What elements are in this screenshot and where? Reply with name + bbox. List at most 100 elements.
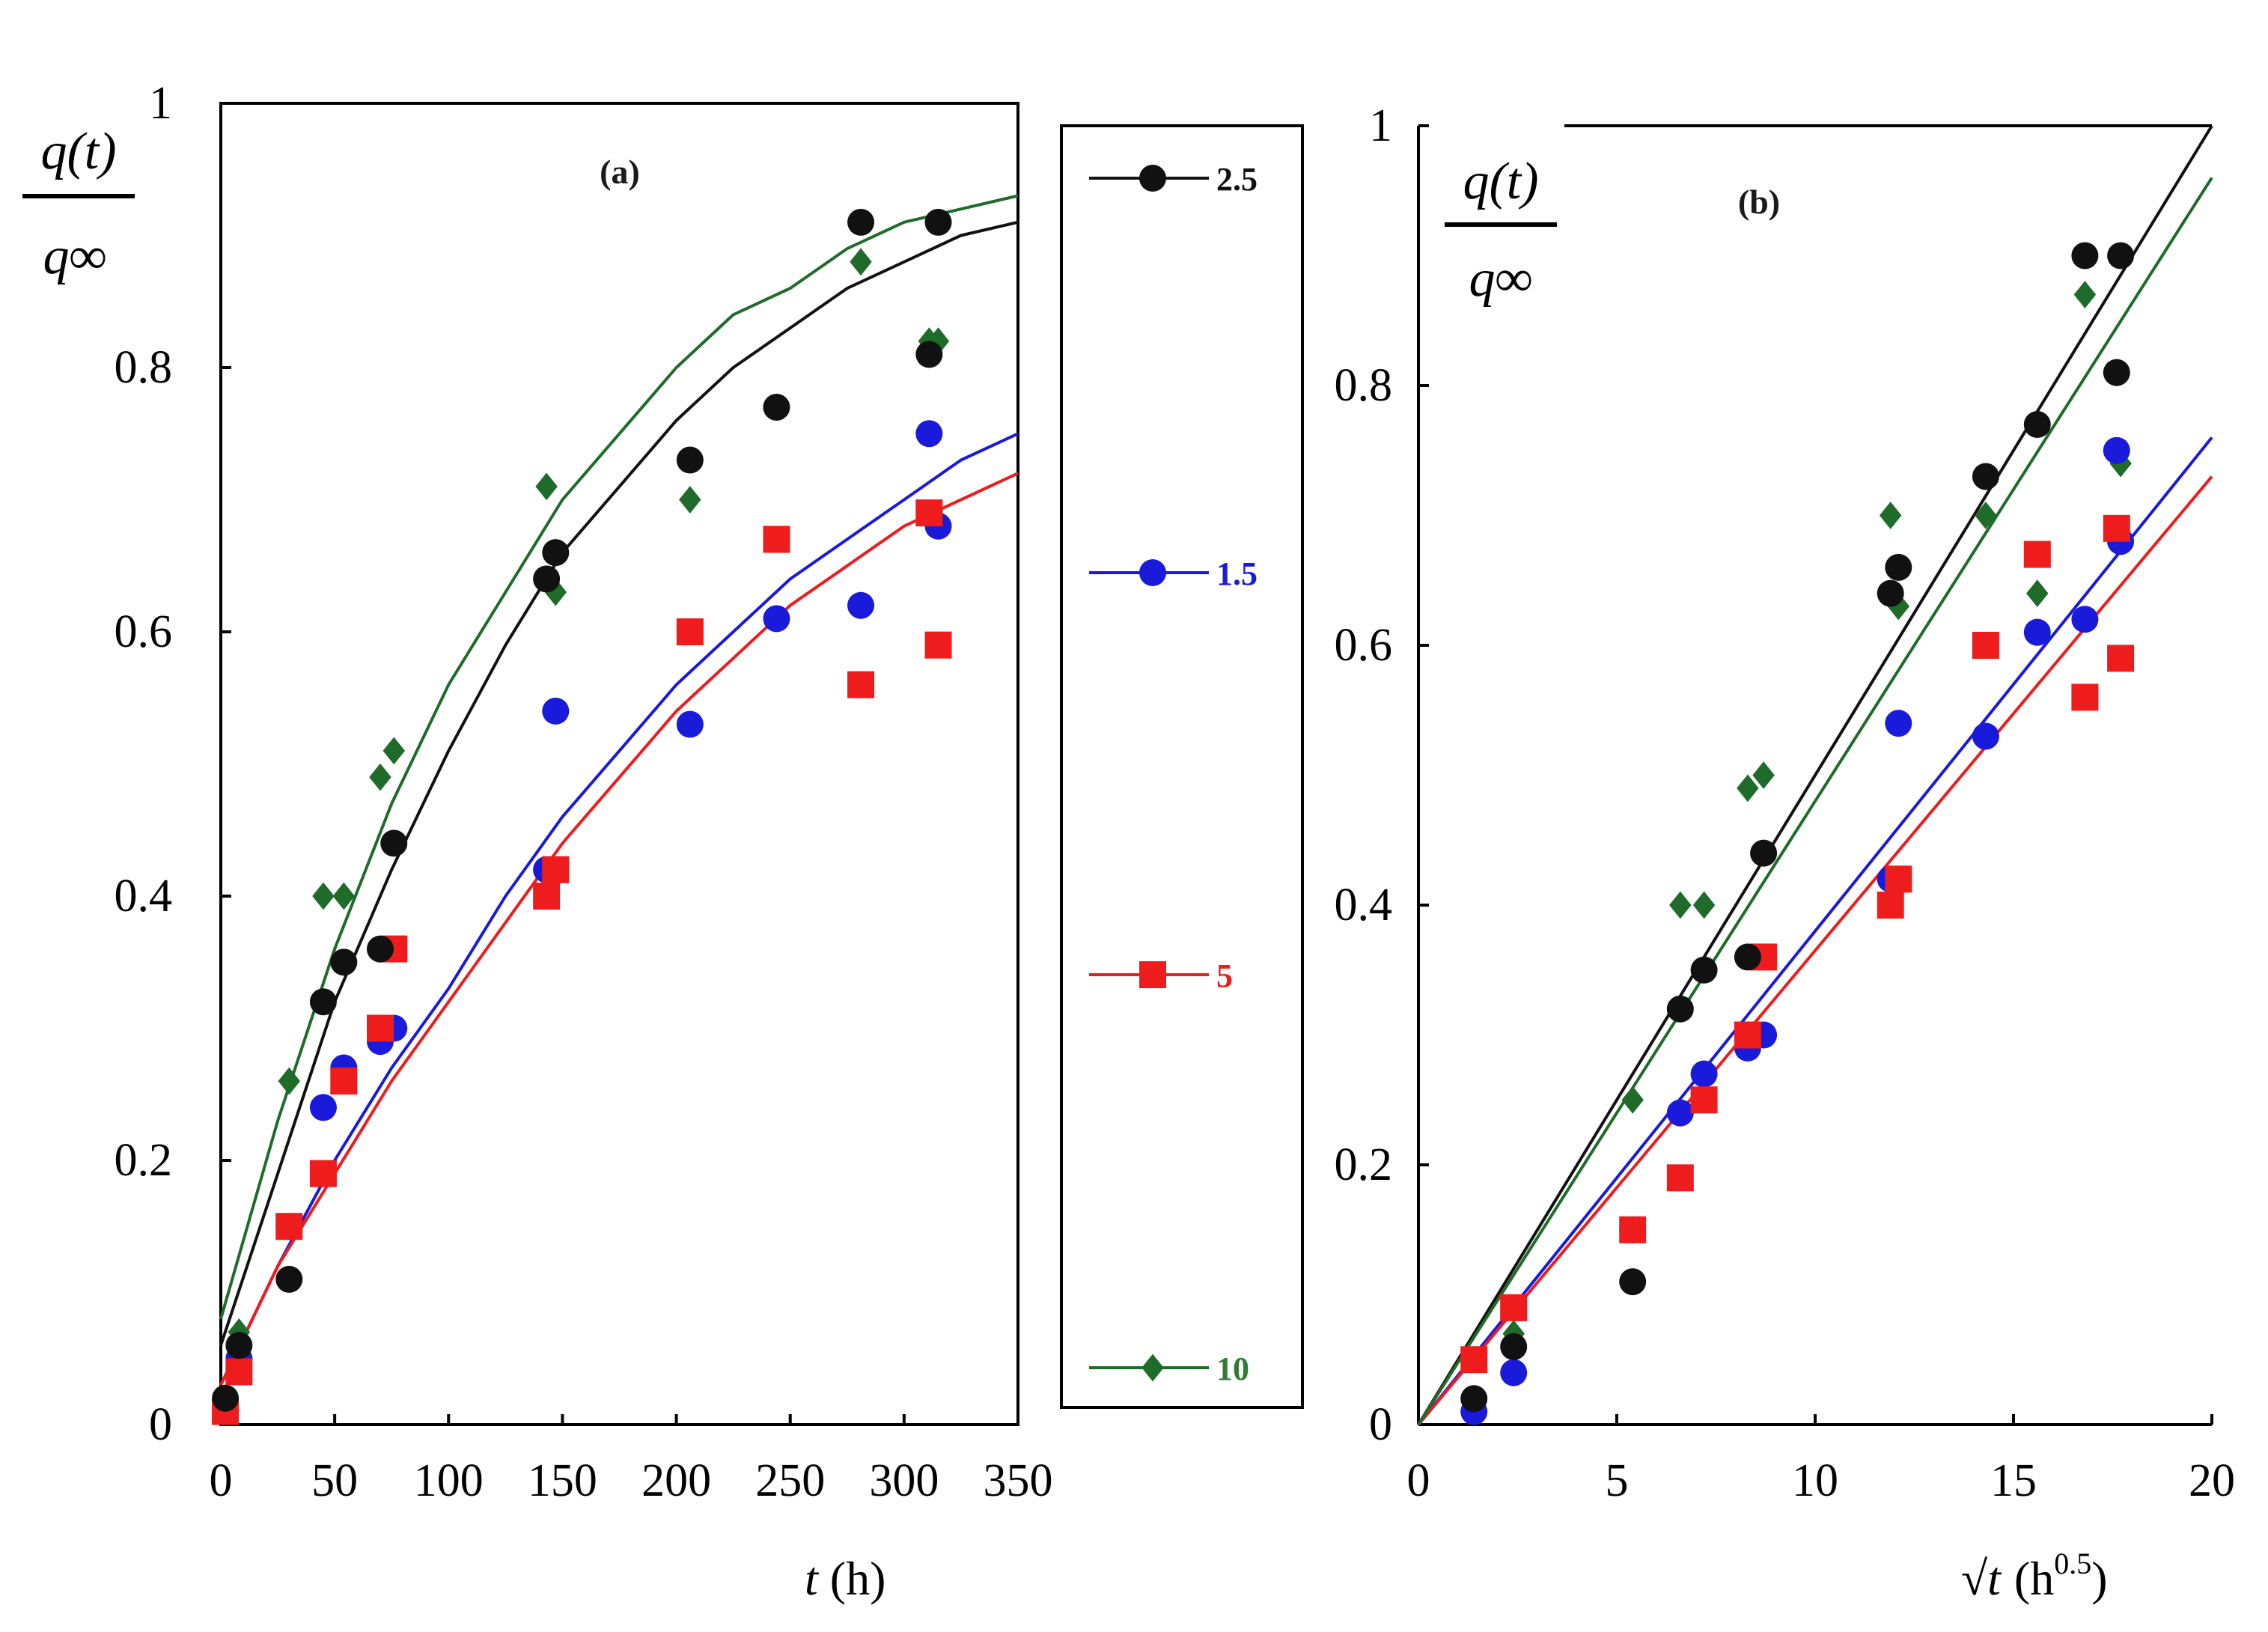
panel-b-point-1_5 xyxy=(1690,1060,1718,1088)
panel-a-point-5 xyxy=(763,526,790,553)
panel-b-point-2_5 xyxy=(1972,463,1999,490)
panel-b-point-2_5 xyxy=(1734,943,1761,971)
panel-a-point-10 xyxy=(332,882,356,910)
panel-a-point-5 xyxy=(533,883,561,910)
panel-b-point-10 xyxy=(2073,281,2097,308)
panel-a-x-tick-label: 100 xyxy=(414,1455,484,1506)
panel-b-y-numerator: q(t) xyxy=(1463,153,1538,210)
panel-a-x-tick-label: 0 xyxy=(210,1455,233,1506)
panel-b-y-tick-label: 0.2 xyxy=(1335,1139,1393,1190)
panel-b-point-2_5 xyxy=(2023,411,2051,439)
panel-b-point-10 xyxy=(1669,891,1692,919)
panel-a-point-10 xyxy=(369,763,391,791)
panel-b-point-10 xyxy=(1887,592,1910,621)
panel-b-point-2_5 xyxy=(2107,242,2135,270)
panel-a-point-5 xyxy=(915,499,943,527)
panel-b: (b) 0 0.2 0.4 0.6 0.8 1 0 5 10 15 20 √t (h0.5) xyxy=(1335,100,2236,1605)
panel-b-point-5 xyxy=(1885,865,1912,893)
legend-marker-2_5 xyxy=(1139,165,1166,192)
panel-a-point-1_5 xyxy=(676,710,704,738)
panel-a-x-tick-label: 50 xyxy=(311,1455,358,1506)
panel-a-x-axis-title: t (h) xyxy=(805,1552,885,1605)
legend-label-5: 5 xyxy=(1216,957,1233,994)
panel-b-point-2_5 xyxy=(1500,1333,1528,1360)
panel-b-label: (b) xyxy=(1738,183,1780,221)
panel-b-point-2_5 xyxy=(2103,359,2130,386)
panel-b-y-tick-label: 0.6 xyxy=(1335,620,1393,671)
panel-a-y-tick-label: 0.8 xyxy=(115,342,173,393)
panel-a-point-10 xyxy=(312,882,335,910)
panel-a-point-5 xyxy=(367,1014,394,1042)
panel-a-y-tick-label: 0.2 xyxy=(115,1135,173,1186)
panel-b-point-2_5 xyxy=(2071,242,2099,270)
panel-a-point-2_5 xyxy=(309,988,337,1016)
panel-a-point-2_5 xyxy=(533,565,561,593)
panel-b-x-tick-label: 15 xyxy=(1990,1455,2037,1506)
panel-b-x-tick-label: 20 xyxy=(2189,1455,2235,1506)
panel-a-point-2_5 xyxy=(212,1384,240,1412)
panel-a-y-denominator: q∞ xyxy=(43,228,107,285)
panel-a-y-tick-label: 0.4 xyxy=(115,871,173,922)
panel-b-point-2_5 xyxy=(1750,839,1778,867)
panel-a-y-numerator: q(t) xyxy=(40,123,116,180)
panel-b-x-axis-unit: (h xyxy=(2014,1552,2054,1605)
panel-b-y-tick-label: 0 xyxy=(1369,1399,1392,1450)
panel-b-point-5 xyxy=(1666,1164,1694,1192)
legend-marker-10 xyxy=(1141,1354,1164,1382)
panel-a-point-5 xyxy=(924,631,952,659)
panel-a-point-5 xyxy=(676,618,704,645)
legend-marker-5 xyxy=(1139,961,1166,988)
panel-a-x-ticks: 0 50 100 150 200 250 300 350 xyxy=(210,1414,1053,1506)
panel-a-x-tick-label: 300 xyxy=(869,1455,939,1506)
panel-b-fit-line-1_5 xyxy=(1417,436,2213,1426)
panel-b-point-1_5 xyxy=(1500,1359,1528,1386)
panel-a-point-2_5 xyxy=(847,208,875,236)
panel-b-point-1_5 xyxy=(2023,618,2051,646)
panel-b-point-5 xyxy=(1972,632,1999,659)
legend-frame xyxy=(1060,124,1304,1409)
panel-a-point-2_5 xyxy=(763,393,790,421)
panel-a-y-tick-label: 0 xyxy=(149,1399,172,1450)
panel-b-point-5 xyxy=(2103,514,2130,542)
panel-a-point-1_5 xyxy=(847,591,875,619)
panel-b-data-points xyxy=(1460,242,2135,1425)
panel-a-point-2_5 xyxy=(367,935,394,963)
panel-b-point-2_5 xyxy=(1885,553,1912,581)
panel-b-y-tick-label: 0.4 xyxy=(1335,880,1393,931)
panel-a-x-tick-label: 150 xyxy=(528,1455,597,1506)
panel-b-point-1_5 xyxy=(2071,606,2099,633)
panel-a-point-1_5 xyxy=(309,1094,337,1121)
panel-b-x-axis-var: √t xyxy=(1961,1552,2002,1605)
panel-b-x-ticks: 0 5 10 15 20 xyxy=(1407,1414,2235,1506)
legend-label-2_5: 2.5 xyxy=(1216,161,1258,198)
panel-a-point-1_5 xyxy=(542,697,570,725)
panel-b-point-2_5 xyxy=(1690,956,1718,984)
panel-a-x-tick-label: 200 xyxy=(641,1455,711,1506)
legend-marker-1_5 xyxy=(1139,559,1166,586)
legend-label-1_5: 1.5 xyxy=(1216,555,1258,592)
panel-b-y-tick-label: 0.8 xyxy=(1335,360,1393,411)
panel-b-y-axis-title: q(t) q∞ xyxy=(1445,153,1557,308)
panel-b-point-5 xyxy=(1500,1294,1528,1321)
panel-a-point-10 xyxy=(535,472,558,501)
panel-a-point-2_5 xyxy=(542,539,570,567)
panel-a-point-10 xyxy=(382,737,405,765)
panel-b-point-5 xyxy=(1734,1021,1761,1049)
panel-b-point-1_5 xyxy=(2103,436,2130,464)
panel-a-point-1_5 xyxy=(763,605,790,633)
panel-b-fit-lines xyxy=(1417,124,2213,1426)
panel-b-point-10 xyxy=(1737,774,1759,803)
panel-a-fit-lines xyxy=(219,194,1019,1386)
panel-a-point-2_5 xyxy=(924,208,952,236)
legend-label-10: 10 xyxy=(1216,1351,1249,1387)
panel-a-fit-line-1_5 xyxy=(219,432,1019,1386)
legend-entries: 2.5 1.5 5 10 xyxy=(1089,161,1258,1387)
panel-a-fit-line-10 xyxy=(219,194,1019,1320)
panel-a-point-2_5 xyxy=(676,446,704,474)
legend: 2.5 1.5 5 10 xyxy=(1060,124,1304,1409)
panel-a-point-10 xyxy=(278,1067,301,1095)
panel-b-point-2_5 xyxy=(1619,1268,1647,1296)
panel-b-point-2_5 xyxy=(1877,579,1904,607)
